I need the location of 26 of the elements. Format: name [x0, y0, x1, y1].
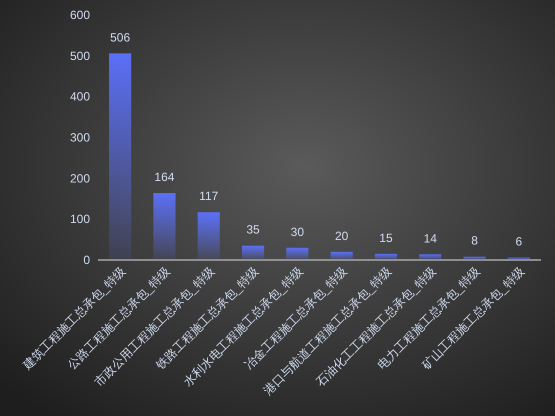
data-label: 506: [110, 30, 130, 44]
bar: [242, 246, 264, 260]
data-label: 30: [290, 224, 304, 239]
y-tick-label: 100: [70, 212, 90, 226]
bar: [109, 53, 132, 260]
y-tick-label: 500: [70, 48, 90, 63]
data-label: 15: [379, 230, 393, 245]
y-tick-label: 0: [83, 253, 90, 267]
bar: [198, 212, 220, 260]
data-label: 14: [424, 231, 438, 246]
bar: [463, 256, 486, 260]
y-tick-label: 400: [70, 90, 90, 104]
data-label: 8: [471, 234, 478, 248]
y-tick-label: 300: [70, 130, 90, 144]
data-label: 20: [334, 228, 349, 243]
data-label: 117: [199, 189, 219, 204]
bar: [330, 252, 353, 260]
data-label: 35: [246, 222, 260, 237]
y-tick-label: 600: [70, 8, 90, 22]
y-tick-label: 200: [70, 171, 90, 186]
data-label: 164: [154, 170, 175, 184]
bar: [374, 254, 398, 260]
bar: [419, 254, 442, 260]
bar: [153, 193, 176, 260]
data-label: 6: [516, 234, 523, 249]
bar: [286, 248, 308, 260]
